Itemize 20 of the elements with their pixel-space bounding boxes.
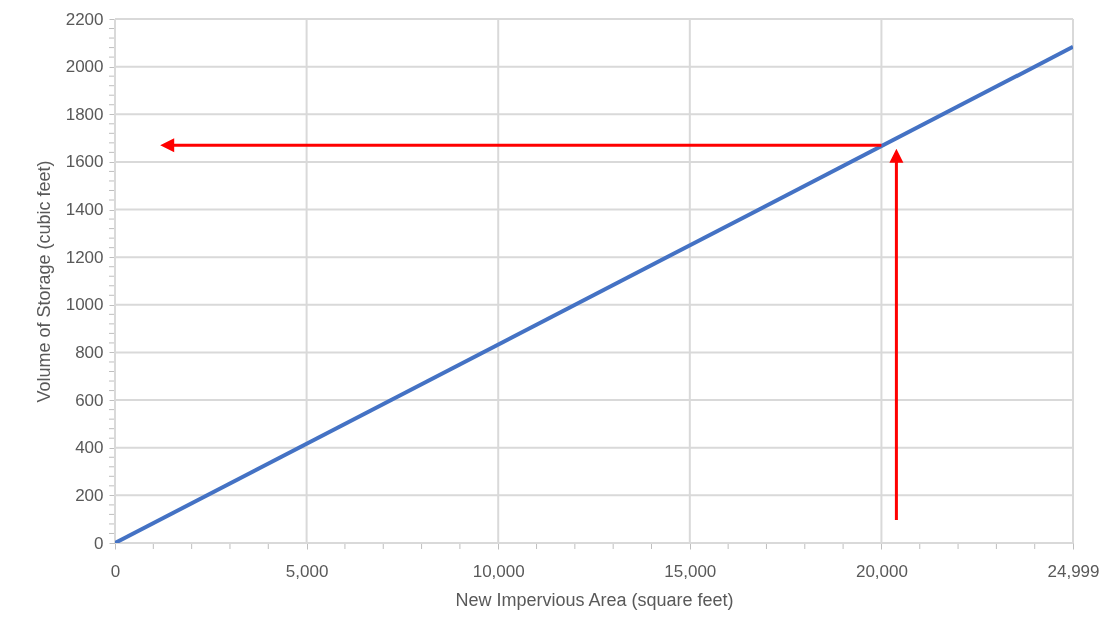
x-tick-label: 15,000 [664, 561, 717, 581]
y-tick-label: 1800 [65, 104, 104, 124]
y-tick-label: 800 [75, 342, 104, 362]
y-tick-label: 1000 [65, 295, 104, 315]
x-tick-label: 10,000 [472, 561, 525, 581]
y-tick-label: 2200 [65, 9, 104, 29]
y-tick-label: 1200 [65, 247, 104, 267]
y-axis-title: Volume of Storage (cubic feet) [33, 160, 54, 403]
x-tick-label: 0 [110, 561, 121, 581]
y-tick-label: 1400 [65, 200, 104, 220]
x-axis-title: New Impervious Area (square feet) [455, 589, 734, 610]
x-tick-label: 20,000 [855, 561, 908, 581]
y-tick-label: 1600 [65, 152, 104, 172]
y-tick-label: 400 [75, 438, 104, 458]
y-tick-label: 200 [75, 485, 104, 505]
x-tick-label: 24,999 [1047, 561, 1100, 581]
y-tick-label: 0 [94, 533, 104, 553]
y-tick-label: 600 [75, 390, 104, 410]
x-tick-label: 5,000 [285, 561, 329, 581]
y-tick-label: 2000 [65, 57, 104, 77]
